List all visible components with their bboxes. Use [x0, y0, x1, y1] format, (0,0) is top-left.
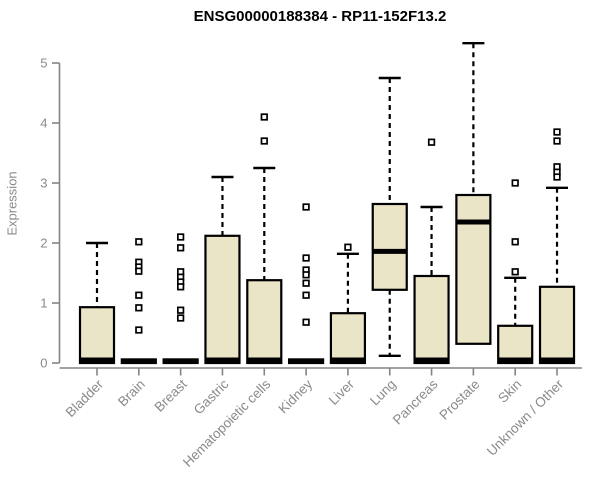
y-tick-label: 1 [40, 296, 47, 311]
box-iqr [497, 324, 534, 365]
x-tick-label: Breast [152, 376, 190, 414]
outlier-point [511, 179, 519, 187]
outlier-point [553, 137, 561, 145]
outlier-point [302, 203, 310, 211]
box-group-pancreas [413, 138, 450, 365]
box-iqr [329, 312, 367, 365]
outlier-point [176, 306, 185, 314]
outlier-point [511, 238, 519, 246]
x-tick-label: Brain [115, 377, 148, 410]
x-tick-label: Lung [367, 377, 399, 409]
outlier-point [553, 173, 561, 181]
outlier-point [135, 326, 143, 334]
y-tick-label: 2 [40, 236, 47, 251]
box-group-skin [497, 179, 534, 365]
outlier-point [135, 304, 143, 312]
box-iqr [371, 202, 408, 291]
outlier-point [135, 291, 143, 299]
x-tick-label: Gastric [191, 376, 232, 417]
box-group-gastric [204, 175, 241, 365]
outlier-point [176, 283, 185, 291]
x-tick-label: Kidney [275, 376, 315, 416]
box-iqr [78, 306, 116, 365]
outlier-point [511, 268, 519, 276]
x-tick-label: Bladder [63, 376, 107, 420]
box-group-unknown-other [538, 128, 576, 365]
outlier-point [135, 238, 143, 246]
outlier-point [176, 233, 185, 241]
x-tick-label: Skin [495, 377, 524, 406]
y-tick-label: 5 [40, 56, 47, 71]
box-iqr [455, 193, 492, 345]
outlier-point [176, 244, 185, 252]
outlier-point [260, 113, 268, 121]
box-iqr [246, 279, 283, 365]
box-iqr [204, 234, 241, 365]
outlier-point [260, 137, 268, 145]
box-group-liver [329, 243, 367, 365]
y-tick-label: 3 [40, 176, 47, 191]
outlier-point [553, 128, 561, 136]
outlier-point [302, 318, 310, 326]
box-group-hematopoietic-cells [246, 113, 283, 365]
x-tick-label: Prostate [436, 377, 482, 423]
box-group-prostate [455, 42, 492, 345]
box-iqr [538, 285, 576, 365]
y-axis-title: Expression [4, 171, 20, 236]
chart-title: ENSG00000188384 - RP11-152F13.2 [193, 8, 447, 25]
outlier-point [344, 243, 352, 251]
outlier-point [427, 138, 436, 146]
box-group-kidney [288, 203, 325, 365]
box-group-brain [120, 238, 157, 365]
outlier-point [176, 314, 185, 322]
y-tick-label: 0 [40, 356, 47, 371]
box-group-breast [162, 233, 199, 365]
box-group-lung [371, 76, 408, 357]
outlier-point [302, 291, 310, 299]
box-group-bladder [78, 241, 116, 365]
y-tick-label: 4 [40, 116, 47, 131]
x-tick-label: Pancreas [390, 376, 441, 427]
x-tick-label: Unknown / Other [484, 376, 567, 459]
outlier-point [302, 254, 310, 262]
x-tick-label: Liver [326, 376, 358, 408]
box-iqr [413, 274, 450, 365]
outlier-point [302, 271, 310, 279]
outlier-point [135, 267, 143, 275]
outlier-point [302, 279, 310, 287]
